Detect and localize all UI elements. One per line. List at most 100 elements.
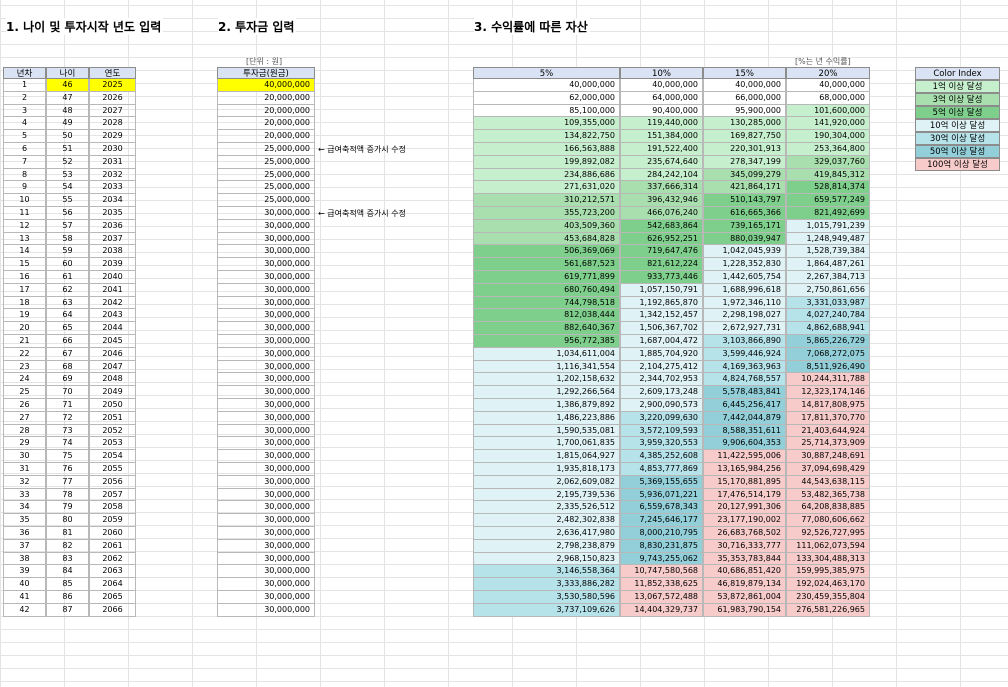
asset-10pct-cell[interactable]: 4,853,777,869 [620,463,703,476]
investment-cell[interactable]: 30,000,000 [217,271,315,284]
header-age[interactable]: 나이 [46,67,89,79]
asset-5pct-cell[interactable]: 1,292,266,564 [473,386,620,399]
year-no-cell[interactable]: 21 [3,335,46,348]
age-cell[interactable]: 54 [46,181,89,195]
asset-5pct-cell[interactable]: 403,509,360 [473,219,620,233]
asset-5pct-cell[interactable]: 506,369,069 [473,245,620,259]
asset-15pct-cell[interactable]: 1,042,045,939 [703,245,786,259]
asset-15pct-cell[interactable]: 3,103,866,890 [703,335,786,348]
year-no-cell[interactable]: 6 [3,143,46,156]
year-no-cell[interactable]: 30 [3,450,46,463]
year-no-cell[interactable]: 24 [3,373,46,387]
asset-5pct-cell[interactable]: 1,202,158,632 [473,373,620,387]
asset-10pct-cell[interactable]: 337,666,314 [620,181,703,195]
asset-5pct-cell[interactable]: 1,116,341,554 [473,360,620,374]
year-no-cell[interactable]: 34 [3,501,46,515]
year-cell[interactable]: 2040 [89,271,136,284]
year-cell[interactable]: 2062 [89,552,136,566]
year-no-cell[interactable]: 18 [3,296,46,310]
investment-cell[interactable]: 30,000,000 [217,335,315,348]
asset-15pct-cell[interactable]: 11,422,595,006 [703,450,786,463]
asset-20pct-cell[interactable]: 141,920,000 [786,117,870,131]
investment-cell[interactable]: 30,000,000 [217,207,315,220]
asset-10pct-cell[interactable]: 13,067,572,488 [620,591,703,604]
investment-cell[interactable]: 30,000,000 [217,283,315,297]
year-cell[interactable]: 2037 [89,232,136,246]
asset-5pct-cell[interactable]: 1,034,611,004 [473,347,620,361]
asset-10pct-cell[interactable]: 1,885,704,920 [620,347,703,361]
age-cell[interactable]: 51 [46,143,89,156]
asset-15pct-cell[interactable]: 40,000,000 [703,79,786,92]
asset-15pct-cell[interactable]: 53,872,861,004 [703,591,786,604]
year-no-cell[interactable]: 27 [3,411,46,425]
asset-10pct-cell[interactable]: 191,522,400 [620,143,703,156]
investment-cell[interactable]: 20,000,000 [217,104,315,118]
asset-5pct-cell[interactable]: 310,212,571 [473,194,620,207]
investment-cell[interactable]: 30,000,000 [217,373,315,387]
asset-5pct-cell[interactable]: 2,482,302,838 [473,514,620,527]
asset-5pct-cell[interactable]: 3,737,109,626 [473,603,620,617]
asset-10pct-cell[interactable]: 1,506,367,702 [620,322,703,335]
year-cell[interactable]: 2056 [89,475,136,489]
asset-5pct-cell[interactable]: 2,335,526,512 [473,501,620,515]
asset-10pct-cell[interactable]: 9,743,255,062 [620,552,703,566]
asset-15pct-cell[interactable]: 40,686,851,420 [703,565,786,579]
asset-10pct-cell[interactable]: 466,076,240 [620,207,703,220]
asset-5pct-cell[interactable]: 1,386,879,892 [473,399,620,412]
year-cell[interactable]: 2028 [89,117,136,131]
year-no-cell[interactable]: 13 [3,232,46,246]
year-no-cell[interactable]: 22 [3,347,46,361]
investment-cell[interactable]: 30,000,000 [217,309,315,323]
investment-cell[interactable]: 30,000,000 [217,296,315,310]
year-cell[interactable]: 2052 [89,424,136,438]
investment-cell[interactable]: 30,000,000 [217,245,315,259]
investment-cell[interactable]: 30,000,000 [217,578,315,591]
asset-5pct-cell[interactable]: 3,146,558,364 [473,565,620,579]
year-no-cell[interactable]: 35 [3,514,46,527]
age-cell[interactable]: 77 [46,475,89,489]
asset-5pct-cell[interactable]: 3,530,580,596 [473,591,620,604]
year-cell[interactable]: 2035 [89,207,136,220]
age-cell[interactable]: 55 [46,194,89,207]
asset-20pct-cell[interactable]: 192,024,463,170 [786,578,870,591]
asset-20pct-cell[interactable]: 44,543,638,115 [786,475,870,489]
asset-15pct-cell[interactable]: 8,588,351,611 [703,424,786,438]
age-cell[interactable]: 50 [46,130,89,143]
year-cell[interactable]: 2058 [89,501,136,515]
asset-20pct-cell[interactable]: 40,000,000 [786,79,870,92]
asset-20pct-cell[interactable]: 159,995,385,975 [786,565,870,579]
year-cell[interactable]: 2051 [89,411,136,425]
year-no-cell[interactable]: 33 [3,488,46,502]
year-no-cell[interactable]: 14 [3,245,46,259]
asset-5pct-cell[interactable]: 166,563,888 [473,143,620,156]
age-cell[interactable]: 70 [46,386,89,399]
age-cell[interactable]: 81 [46,527,89,540]
year-cell[interactable]: 2034 [89,194,136,207]
asset-5pct-cell[interactable]: 2,062,609,082 [473,475,620,489]
year-cell[interactable]: 2031 [89,155,136,169]
header-rate-20[interactable]: 20% [786,67,870,79]
header-year-no[interactable]: 년차 [3,67,46,79]
asset-5pct-cell[interactable]: 199,892,082 [473,155,620,169]
asset-20pct-cell[interactable]: 17,811,370,770 [786,411,870,425]
investment-cell[interactable]: 25,000,000 [217,168,315,182]
asset-20pct-cell[interactable]: 1,528,739,384 [786,245,870,259]
year-cell[interactable]: 2050 [89,399,136,412]
asset-20pct-cell[interactable]: 1,864,487,261 [786,258,870,271]
investment-cell[interactable]: 30,000,000 [217,411,315,425]
age-cell[interactable]: 61 [46,271,89,284]
asset-5pct-cell[interactable]: 2,636,417,980 [473,527,620,540]
asset-5pct-cell[interactable]: 619,771,899 [473,271,620,284]
year-cell[interactable]: 2043 [89,309,136,323]
age-cell[interactable]: 60 [46,258,89,271]
age-cell[interactable]: 53 [46,168,89,182]
year-cell[interactable]: 2066 [89,603,136,617]
asset-5pct-cell[interactable]: 271,631,020 [473,181,620,195]
year-no-cell[interactable]: 41 [3,591,46,604]
asset-5pct-cell[interactable]: 1,590,535,081 [473,424,620,438]
year-cell[interactable]: 2033 [89,181,136,195]
asset-10pct-cell[interactable]: 1,057,150,791 [620,283,703,297]
year-no-cell[interactable]: 5 [3,130,46,143]
age-cell[interactable]: 78 [46,488,89,502]
asset-20pct-cell[interactable]: 111,062,073,594 [786,539,870,553]
